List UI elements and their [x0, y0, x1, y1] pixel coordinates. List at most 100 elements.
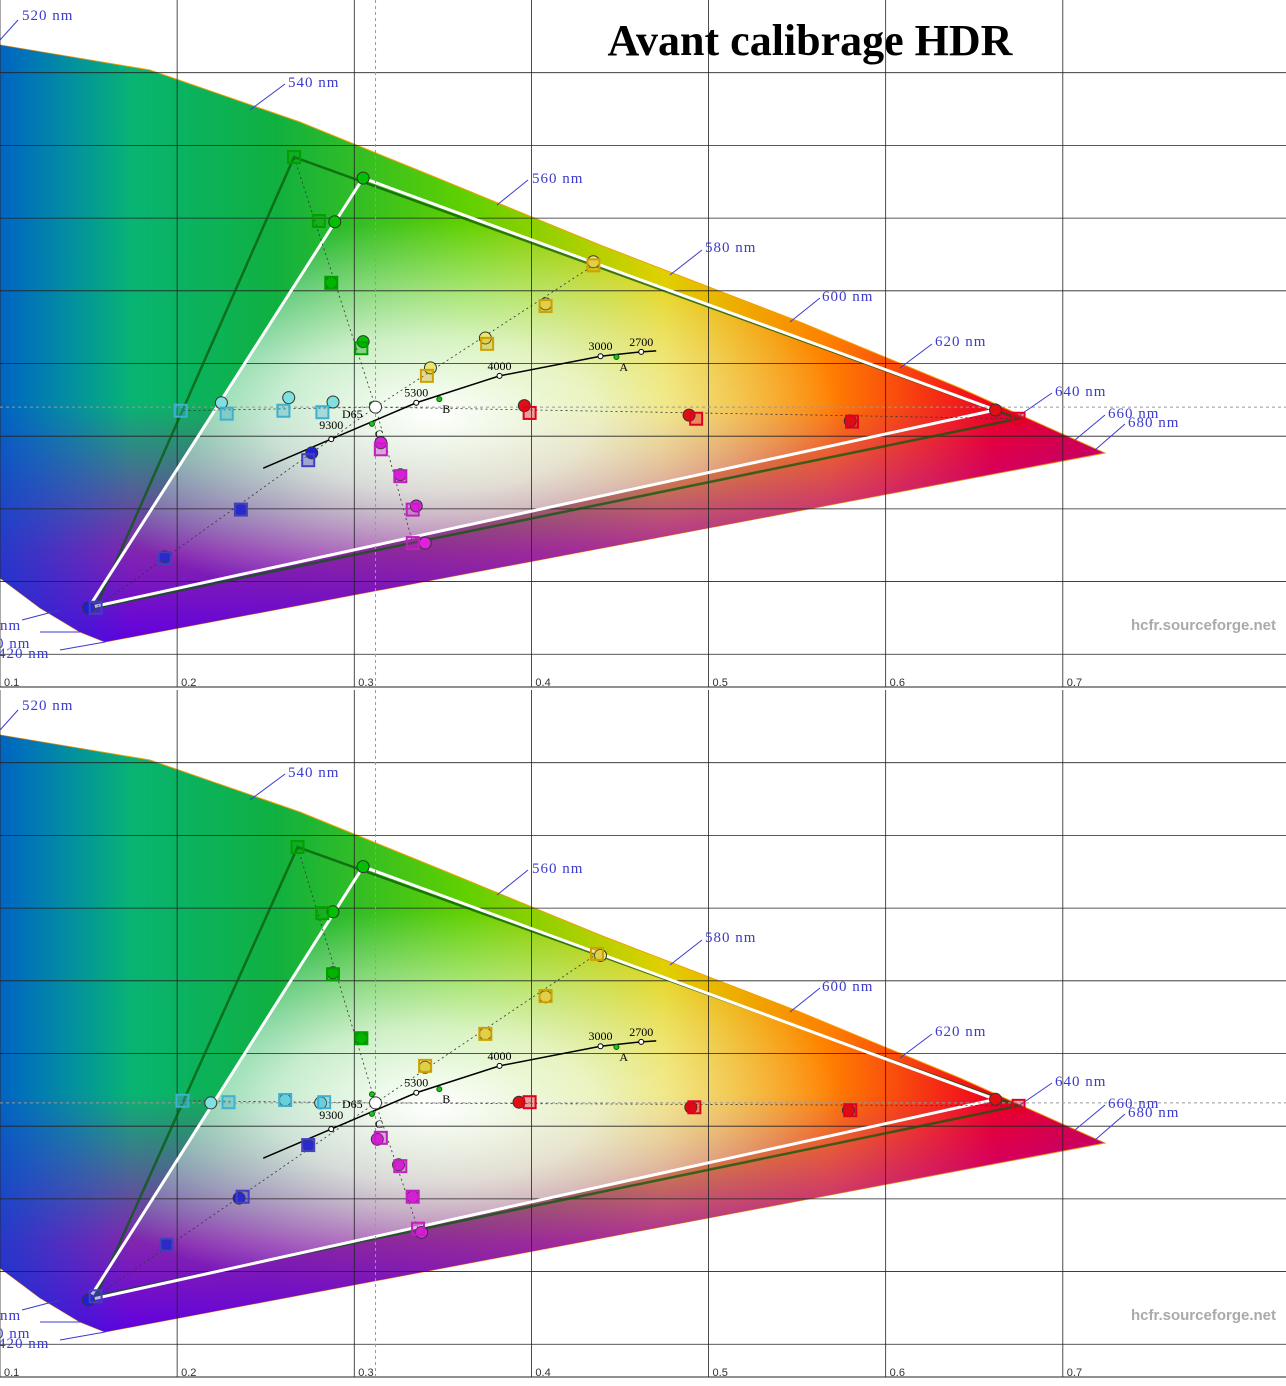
measured-gamut	[85, 864, 1001, 1303]
target-marker	[317, 1095, 332, 1110]
wavelength-label: nm	[0, 618, 21, 634]
target-marker	[586, 258, 601, 273]
leader-line	[0, 19, 19, 41]
illuminant-label: A	[619, 360, 628, 374]
target-marker	[354, 1031, 369, 1046]
target-marker	[522, 1095, 537, 1110]
leader-line	[496, 869, 529, 896]
illuminant-point	[368, 1091, 375, 1098]
illuminant-point	[368, 420, 375, 427]
target-marker	[157, 551, 172, 566]
cct-label: 2700	[629, 335, 653, 349]
target-marker	[326, 967, 341, 982]
target-marker	[411, 1221, 426, 1236]
cct-label: 5300	[404, 386, 428, 400]
target-marker	[589, 946, 604, 961]
leader-line	[899, 343, 933, 369]
watermark: hcfr.sourceforge.net	[1131, 1307, 1276, 1324]
saturation-line	[375, 265, 594, 408]
target-marker	[843, 1103, 858, 1118]
wavelength-label: 600 nm	[822, 979, 873, 995]
measured-marker	[392, 1158, 406, 1172]
illuminant-point	[436, 1086, 443, 1093]
wavelength-label: 420 nm	[0, 646, 49, 662]
leader-line	[1094, 423, 1126, 451]
wavelength-label: nm	[0, 1308, 21, 1324]
target-marker	[538, 299, 553, 314]
x-tick-label: 0.6	[890, 1367, 905, 1379]
target-marker	[478, 1026, 493, 1041]
measured-marker	[282, 391, 296, 405]
planckian-point	[597, 1043, 604, 1050]
planckian-point	[638, 348, 645, 355]
target-marker	[405, 502, 420, 517]
target-marker	[538, 989, 553, 1004]
leader-line	[496, 179, 529, 206]
wavelength-label: 560 nm	[532, 171, 583, 187]
measured-gamut	[85, 176, 1001, 610]
measured-marker	[204, 1096, 218, 1110]
target-marker	[287, 150, 302, 165]
illuminant-label: C	[375, 1117, 383, 1131]
wavelength-label: 640 nm	[1055, 384, 1106, 400]
target-marker	[687, 1100, 702, 1115]
target-marker	[315, 906, 330, 921]
leader-line	[21, 609, 61, 621]
panel: 0.1 0.2 0.3 0.4 0.5 0.6 0.7 520 nm 540 nm 560 nm 5…	[0, 690, 1286, 1379]
illuminant-point	[368, 1110, 375, 1117]
x-tick-label: 0.4	[535, 1367, 550, 1379]
wavelength-label: 520 nm	[22, 698, 73, 714]
target-marker	[175, 1093, 190, 1108]
target-marker	[419, 368, 434, 383]
target-marker	[1011, 411, 1026, 426]
target-marker	[393, 1159, 408, 1174]
target-marker	[373, 442, 388, 457]
illuminant-label: C	[375, 427, 383, 441]
wavelength-label: 640 nm	[1055, 1074, 1106, 1090]
wavelength-label: 660 nm	[1108, 1096, 1159, 1112]
measured-marker	[326, 905, 340, 919]
target-marker	[88, 1289, 103, 1304]
wavelength-label: 620 nm	[935, 334, 986, 350]
target-marker	[301, 453, 316, 468]
leader-line	[249, 773, 286, 801]
planckian-point	[638, 1038, 645, 1045]
x-tick-label: 0.4	[535, 677, 550, 689]
wavelength-label: 0 nm	[0, 636, 30, 652]
target-marker	[405, 536, 420, 551]
target-gamut	[93, 155, 1024, 610]
cct-label: 3000	[588, 339, 612, 353]
gamut-glow	[88, 866, 996, 1300]
x-tick-label: 0.3	[358, 677, 373, 689]
measured-marker	[988, 403, 1002, 417]
measured-marker	[512, 1095, 526, 1109]
target-marker	[221, 1095, 236, 1110]
target-marker	[233, 502, 248, 517]
illuminant-point	[613, 353, 620, 360]
target-marker	[276, 403, 291, 418]
target-marker	[173, 403, 188, 418]
target-marker	[845, 414, 860, 429]
target-marker	[159, 1237, 174, 1252]
leader-line	[59, 1331, 106, 1341]
target-marker	[219, 406, 234, 421]
leader-line	[1094, 1113, 1126, 1141]
leader-line	[669, 939, 703, 966]
illuminant-label: B	[442, 402, 450, 416]
leader-line	[21, 1299, 61, 1311]
leader-line	[669, 249, 703, 276]
leader-line	[0, 709, 19, 731]
target-marker	[301, 1138, 316, 1153]
panel: 0.1 0.2 0.3 0.4 0.5 0.6 0.7 520 nm 540 nm 560 nm 5…	[0, 0, 1286, 689]
target-marker	[405, 1189, 420, 1204]
measured-marker	[988, 1092, 1002, 1106]
x-tick-label: 0.1	[4, 1367, 19, 1379]
leader-line	[899, 1033, 933, 1059]
wavelength-label: 580 nm	[705, 930, 756, 946]
cct-label: 9300	[319, 418, 343, 432]
gamut-glow	[88, 178, 996, 608]
planckian-point	[413, 1089, 420, 1096]
wavelength-label: 600 nm	[822, 289, 873, 305]
